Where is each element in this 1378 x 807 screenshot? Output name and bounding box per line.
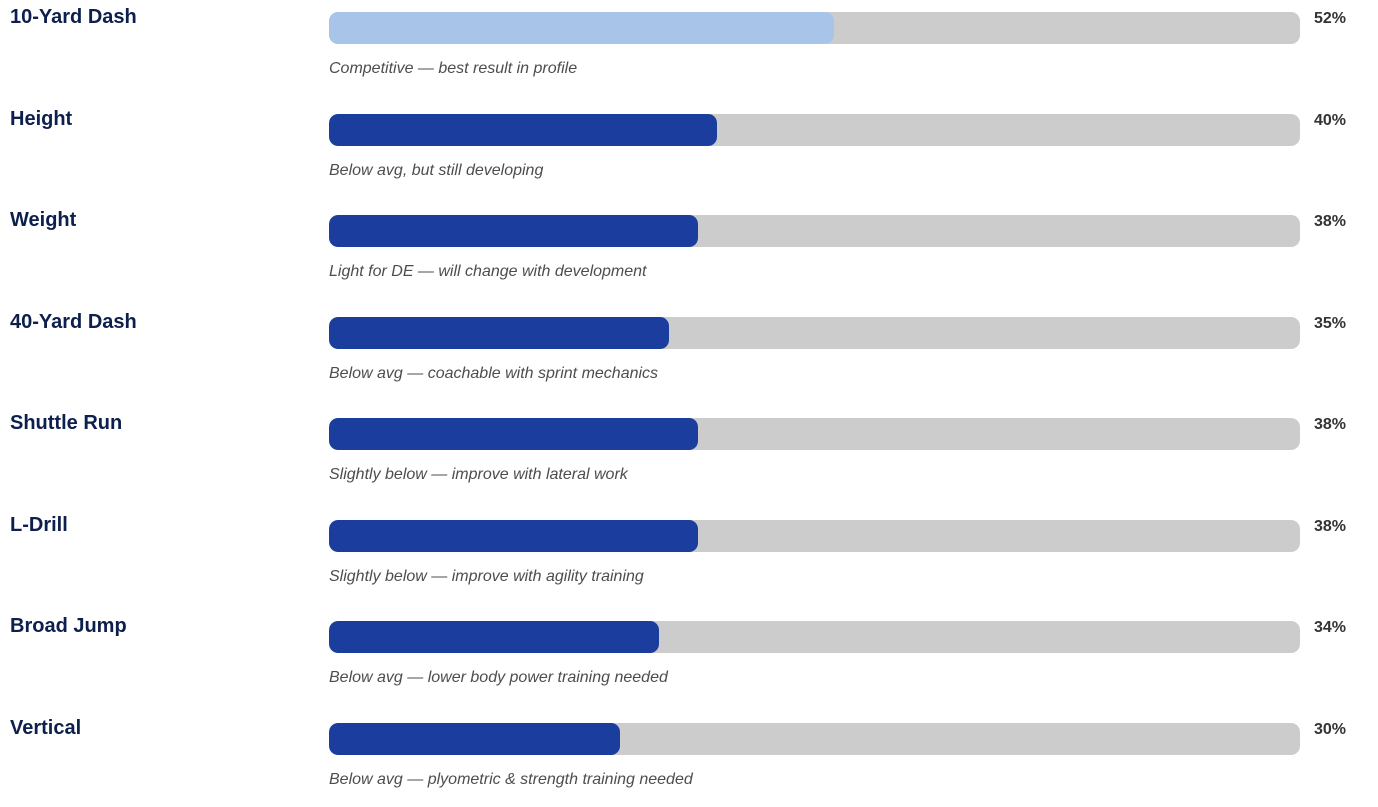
metric-label: Vertical xyxy=(10,716,82,739)
value-label: 38% xyxy=(1314,416,1347,433)
bar-row: 10-Yard Dash 52% Competitive — best result… xyxy=(0,0,1378,96)
bar-row: L-Drill 38% Slightly below — improve with … xyxy=(0,508,1378,604)
bar-row: Shuttle Run 38% Slightly below — improve w… xyxy=(0,406,1378,502)
metric-label: Broad Jump xyxy=(10,615,127,637)
bar-annotation: Below avg, but still developing xyxy=(329,161,544,179)
bar-track xyxy=(329,722,1300,755)
bar-fill xyxy=(329,722,620,755)
value-label: 38% xyxy=(1314,517,1347,535)
bar-row: 40-Yard Dash 35% Below avg — coachable wit… xyxy=(0,305,1378,401)
bar-row: Vertical 30% Below avg — plyometric & stre… xyxy=(0,711,1378,807)
value-label: 34% xyxy=(1314,619,1347,636)
metric-label: L-Drill xyxy=(10,513,68,536)
bar-annotation: Below avg — plyometric & strength traini… xyxy=(329,770,693,788)
metric-label: 40-Yard Dash xyxy=(10,310,137,333)
value-label: 52% xyxy=(1314,10,1347,27)
value-label: 35% xyxy=(1314,314,1347,332)
bar-track xyxy=(329,621,1300,653)
metric-label: Height xyxy=(10,107,73,130)
bar-fill xyxy=(329,215,698,247)
bar-row: Weight 38% Light for DE — will change with… xyxy=(0,203,1378,299)
bar-row: Broad Jump 34% Below avg — lower body powe… xyxy=(0,609,1378,705)
bar-fill xyxy=(329,12,834,44)
bar-row: Height 40% Below avg, but still developing xyxy=(0,102,1378,198)
bar-track xyxy=(329,418,1300,450)
bar-fill xyxy=(329,621,659,653)
bar-track xyxy=(329,316,1300,349)
value-label: 30% xyxy=(1314,720,1347,738)
bar-fill xyxy=(329,113,717,146)
metric-label: Shuttle Run xyxy=(10,412,123,434)
bar-track xyxy=(329,113,1300,146)
value-label: 38% xyxy=(1314,213,1347,230)
bar-fill xyxy=(329,519,698,552)
bar-annotation: Slightly below — improve with agility tr… xyxy=(329,567,644,585)
bar-track xyxy=(329,12,1300,44)
bar-annotation: Light for DE — will change with developm… xyxy=(329,263,647,280)
bar-annotation: Below avg — coachable with sprint mechan… xyxy=(329,364,659,382)
metric-label: 10-Yard Dash xyxy=(10,6,137,28)
bar-track xyxy=(329,215,1300,247)
value-label: 40% xyxy=(1314,111,1347,129)
bar-annotation: Slightly below — improve with lateral wo… xyxy=(329,466,628,483)
bar-fill xyxy=(329,316,669,349)
bar-annotation: Competitive — best result in profile xyxy=(329,60,578,77)
bar-annotation: Below avg — lower body power training ne… xyxy=(329,669,668,686)
metric-label: Weight xyxy=(10,209,77,231)
bar-fill xyxy=(329,418,698,450)
bar-track xyxy=(329,519,1300,552)
